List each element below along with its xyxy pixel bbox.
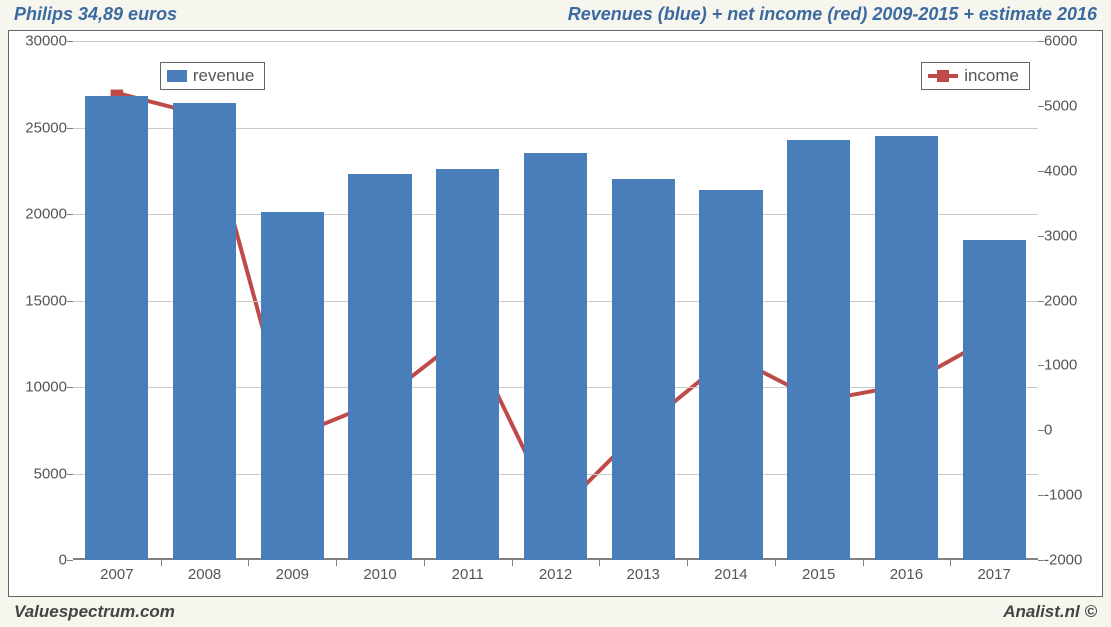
legend-revenue-swatch — [167, 70, 187, 82]
x-tick — [161, 560, 162, 566]
revenue-bar — [963, 240, 1026, 560]
x-label: 2012 — [539, 560, 572, 583]
x-tick — [950, 560, 951, 566]
title-left: Philips 34,89 euros — [14, 4, 177, 25]
y-left-tick — [67, 41, 73, 42]
y-right-tick — [1038, 560, 1044, 561]
revenue-bar — [875, 136, 938, 560]
x-tick — [248, 560, 249, 566]
revenue-bar — [85, 96, 148, 560]
x-label: 2017 — [977, 560, 1010, 583]
chart-frame: revenue income 0500010000150002000025000… — [8, 30, 1103, 597]
x-tick — [863, 560, 864, 566]
income-marker — [111, 90, 124, 97]
title-right: Revenues (blue) + net income (red) 2009-… — [568, 4, 1097, 25]
y-left-label: 15000 — [25, 292, 73, 309]
revenue-bar — [348, 174, 411, 560]
y-left-label: 30000 — [25, 33, 73, 50]
footer-left: Valuespectrum.com — [14, 602, 175, 622]
x-label: 2008 — [188, 560, 221, 583]
y-right-tick — [1038, 365, 1044, 366]
y-right-tick — [1038, 41, 1044, 42]
gridline — [73, 41, 1038, 42]
header: Philips 34,89 euros Revenues (blue) + ne… — [0, 0, 1111, 27]
legend-revenue-label: revenue — [193, 66, 254, 86]
x-tick — [775, 560, 776, 566]
plot-area: revenue income 0500010000150002000025000… — [73, 41, 1038, 560]
x-label: 2009 — [276, 560, 309, 583]
revenue-bar — [524, 153, 587, 560]
x-label: 2015 — [802, 560, 835, 583]
x-tick — [512, 560, 513, 566]
revenue-bar — [699, 190, 762, 560]
revenue-bar — [612, 179, 675, 560]
y-left-label: 10000 — [25, 379, 73, 396]
y-right-tick — [1038, 236, 1044, 237]
x-label: 2007 — [100, 560, 133, 583]
y-left-tick — [67, 560, 73, 561]
y-left-tick — [67, 214, 73, 215]
y-left-tick — [67, 474, 73, 475]
y-left-label: 20000 — [25, 206, 73, 223]
revenue-bar — [261, 212, 324, 560]
x-label: 2014 — [714, 560, 747, 583]
revenue-bar — [787, 140, 850, 560]
y-right-label: -1000 — [1038, 487, 1082, 504]
revenue-bar — [436, 169, 499, 560]
y-left-tick — [67, 128, 73, 129]
y-right-tick — [1038, 301, 1044, 302]
y-right-tick — [1038, 495, 1044, 496]
x-label: 2013 — [627, 560, 660, 583]
revenue-bar — [173, 103, 236, 560]
x-tick — [687, 560, 688, 566]
y-left-label: 25000 — [25, 119, 73, 136]
x-tick — [336, 560, 337, 566]
x-label: 2016 — [890, 560, 923, 583]
y-right-tick — [1038, 171, 1044, 172]
legend-revenue: revenue — [160, 62, 265, 90]
y-right-tick — [1038, 106, 1044, 107]
y-left-tick — [67, 387, 73, 388]
chart-container: Philips 34,89 euros Revenues (blue) + ne… — [0, 0, 1111, 627]
footer-right: Analist.nl © — [1003, 602, 1097, 622]
x-tick — [599, 560, 600, 566]
footer: Valuespectrum.com Analist.nl © — [0, 599, 1111, 627]
y-right-label: -2000 — [1038, 552, 1082, 569]
x-tick — [424, 560, 425, 566]
legend-income: income — [921, 62, 1030, 90]
legend-income-swatch — [928, 68, 958, 84]
y-left-tick — [67, 301, 73, 302]
x-label: 2011 — [452, 560, 484, 583]
x-label: 2010 — [363, 560, 396, 583]
legend-income-label: income — [964, 66, 1019, 86]
y-right-tick — [1038, 430, 1044, 431]
